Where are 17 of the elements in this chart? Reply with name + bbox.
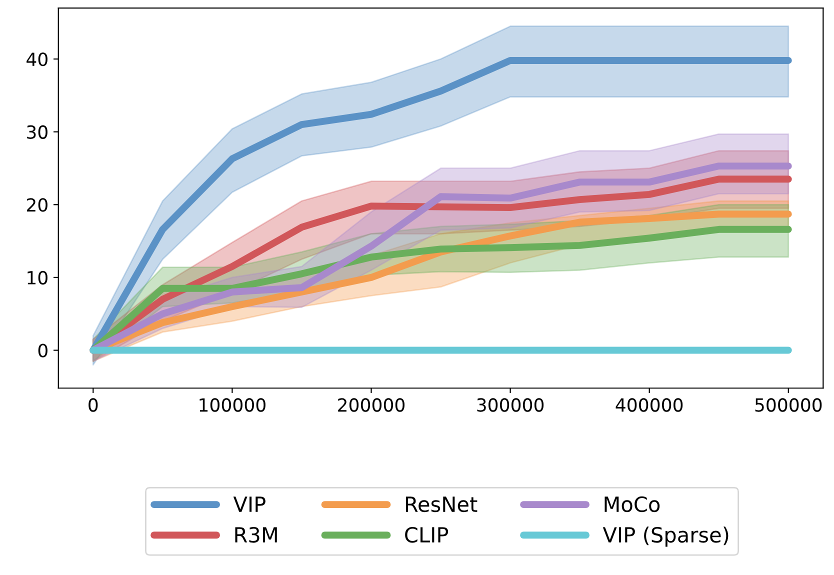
y-tick-label: 30 xyxy=(27,125,48,139)
legend-label: MoCo xyxy=(604,496,660,512)
legend-label: ResNet xyxy=(406,496,478,512)
y-tick-label: 20 xyxy=(27,198,48,212)
legend-label: VIP xyxy=(233,496,266,512)
y-tick-label: 10 xyxy=(28,270,48,285)
legend-label: CLIP xyxy=(405,526,448,543)
x-tick-label: 500000 xyxy=(755,398,822,412)
y-tick-label: 40 xyxy=(26,52,48,66)
x-tick-label: 300000 xyxy=(477,398,544,412)
x-tick-label: 200000 xyxy=(338,398,405,412)
legend-label: R3M xyxy=(235,526,277,543)
x-tick-label: 400000 xyxy=(616,398,683,412)
x-tick-label: 100000 xyxy=(200,398,266,412)
y-tick-label: 0 xyxy=(38,344,48,358)
x-tick-label: 0 xyxy=(88,398,98,412)
legend-label: VIP (Sparse) xyxy=(602,526,728,547)
